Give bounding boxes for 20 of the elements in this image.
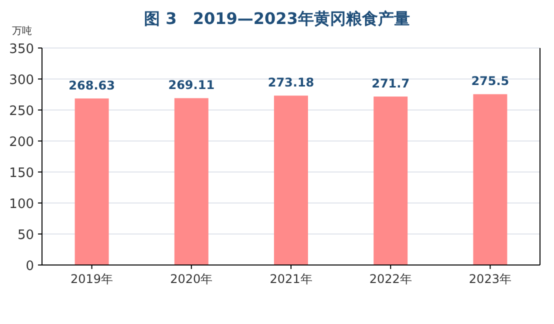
y-tick-label: 100 xyxy=(9,197,34,212)
data-label: 273.18 xyxy=(268,76,314,90)
x-tick-label: 2023年 xyxy=(468,272,512,286)
y-tick-label: 350 xyxy=(9,42,34,57)
x-tick-label: 2020年 xyxy=(170,272,213,286)
y-axis-title: 万吨 xyxy=(12,25,32,37)
x-tick-label: 2022年 xyxy=(369,272,412,286)
x-tick-label: 2019年 xyxy=(70,272,114,286)
y-tick-label: 150 xyxy=(9,166,34,181)
y-tick-label: 250 xyxy=(9,104,34,119)
data-label: 268.63 xyxy=(68,78,115,92)
chart-title: 图 3 2019—2023年黄冈粮食产量 xyxy=(144,9,410,28)
data-label: 269.11 xyxy=(168,78,215,92)
y-tick-label: 300 xyxy=(9,73,34,88)
data-label: 275.5 xyxy=(471,74,510,88)
data-label: 271.7 xyxy=(372,76,410,91)
x-tick-label: 2021年 xyxy=(270,272,312,286)
y-tick-label: 50 xyxy=(17,228,34,243)
y-tick-label: 200 xyxy=(9,135,34,150)
y-tick-label: 0 xyxy=(26,259,34,274)
